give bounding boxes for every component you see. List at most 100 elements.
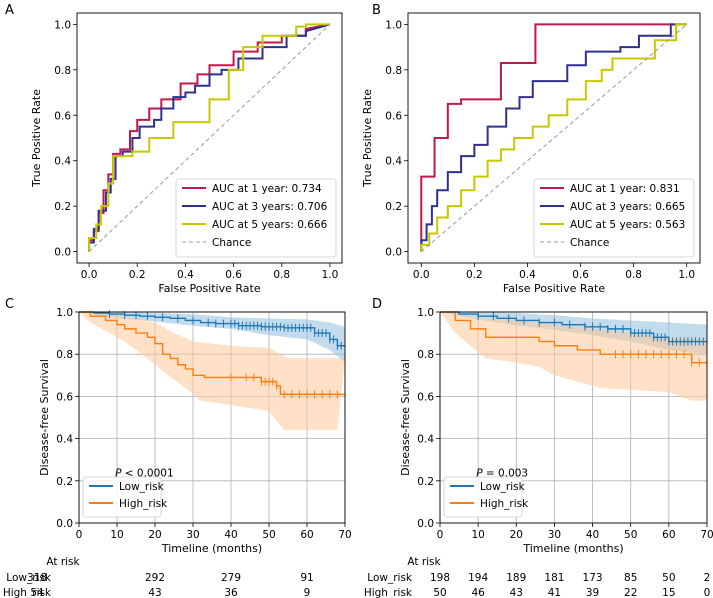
x-tick-label: 0.0 [81,269,98,281]
y-tick-label: 0.0 [385,247,402,259]
at-risk-value: 46 [471,587,485,598]
y-tick-label: 0.8 [56,349,73,361]
plot-frame [439,311,708,524]
at-risk-value: 173 [583,572,603,584]
series-line-auc-at-3-years-0-706 [88,23,331,252]
x-tick-label: 60 [662,529,675,541]
x-tick-label: 0.2 [466,269,483,281]
legend-label: AUC at 3 years: 0.706 [212,201,328,213]
at-risk-value: 54 [30,587,44,598]
at-risk-value: 279 [221,572,241,584]
y-tick-label: 1.0 [385,19,402,31]
p-value-annotation: P < 0.0001 [115,468,174,480]
y-tick-label: 0.8 [417,349,434,361]
y-tick-label: 0.4 [385,156,402,168]
x-tick-label: 0.4 [519,269,536,281]
at-risk-value: 181 [544,572,564,584]
at-risk-value: 22 [624,587,637,598]
at-risk-value: 194 [468,572,488,584]
x-tick-label: 0.8 [273,269,290,281]
p-value-annotation: P = 0.003 [476,468,528,480]
x-tick-label: 50 [262,529,275,541]
legend-label: Low_risk [119,481,165,493]
panel-letter: C [5,297,14,312]
x-axis-label: Timeline (months) [161,542,262,555]
at-risk-value: 43 [148,587,161,598]
x-tick-label: 10 [471,529,484,541]
legend-label: Chance [570,237,609,249]
y-tick-label: 0.6 [56,391,73,403]
y-tick-label: 0.2 [56,476,73,488]
x-tick-label: 70 [700,529,713,541]
series-line-chance [420,23,688,253]
x-tick-label: 40 [224,529,237,541]
x-tick-label: 0.2 [129,269,146,281]
legend: Low_risk High_risk [82,476,168,518]
legend-label: High_risk [119,498,168,510]
at-risk-value: 292 [145,572,165,584]
at-risk-value: 43 [510,587,523,598]
at-risk-row-label: Low_risk [6,572,52,584]
at-risk-value: 189 [506,572,526,584]
y-tick-label: 1.0 [417,307,434,319]
panel-d: D0 10 20 30 40 50 60 700.00.20.40.60.81.0Timeli… [364,297,713,598]
y-tick-label: 0.0 [56,518,73,530]
series-line-auc-at-1-year-0-734 [88,23,331,252]
x-tick-label: 20 [148,529,161,541]
plot-frame [407,12,701,264]
at-risk-value: 2 [704,572,711,584]
plot-frame [76,12,343,264]
y-tick-label: 0.0 [54,247,71,259]
x-tick-label: 30 [548,529,561,541]
x-tick-label: 50 [624,529,637,541]
y-axis-label: Disease-free Survival [399,359,412,476]
series-line-auc-at-3-years-0-665 [420,23,687,252]
x-tick-label: 0.4 [177,269,194,281]
y-tick-label: 0.8 [385,65,402,77]
plot-frame [78,311,346,524]
y-tick-label: 0.4 [54,156,71,168]
legend-box [175,178,337,258]
legend-box [533,178,695,258]
y-axis-label: Disease-free Survival [38,359,51,476]
at-risk-row-label: High_risk [364,587,413,598]
confidence-band-high_risk [440,312,707,401]
legend-label: AUC at 5 years: 0.666 [212,219,328,231]
x-tick-label: 20 [510,529,523,541]
x-tick-label: 0 [437,529,444,541]
at-risk-value: 15 [662,587,675,598]
x-tick-label: 1.0 [678,269,695,281]
legend-label: Chance [212,237,251,249]
panel-b: B 0.0 0.2 0.4 0.6 0.8 1.0 0.0 0.2 0.4 0.6 0.8 1.0 Fal… [361,3,701,295]
confidence-band-low_risk [79,312,345,363]
x-tick-label: 40 [586,529,599,541]
y-tick-label: 0.4 [56,434,73,446]
legend-label: AUC at 3 years: 0.665 [570,201,685,213]
panel-c: C 0 10 20 30 40 50 60 70 0.0 0.2 0.4 0.6 0.8 1.0 Timeli… [3,297,352,598]
at-risk-value: 50 [662,572,675,584]
panel-letter: A [5,3,14,18]
at-risk-value: 41 [548,587,561,598]
y-tick-label: 1.0 [56,307,73,319]
at-risk-value: 198 [430,572,450,584]
series-line-chance [88,23,331,253]
x-tick-label: 10 [110,529,123,541]
legend-label: High_risk [480,498,529,510]
series-line-auc-at-1-year-0-831 [420,23,687,252]
at-risk-row-label: Low_risk [367,572,413,584]
confidence-band-high_risk [79,312,345,431]
at-risk-value: 318 [27,572,47,584]
x-tick-label: 60 [300,529,313,541]
y-tick-label: 0.6 [417,391,434,403]
at-risk-value: 50 [433,587,446,598]
x-axis-label: False Positive Rate [503,282,605,295]
x-tick-label: 70 [338,529,351,541]
y-tick-label: 0.6 [54,110,71,122]
y-axis-label: True Positive Rate [30,89,43,188]
y-tick-label: 1.0 [54,19,71,31]
panel-letter: D [372,297,382,312]
x-tick-label: 0.6 [225,269,242,281]
y-tick-label: 0.6 [385,110,402,122]
